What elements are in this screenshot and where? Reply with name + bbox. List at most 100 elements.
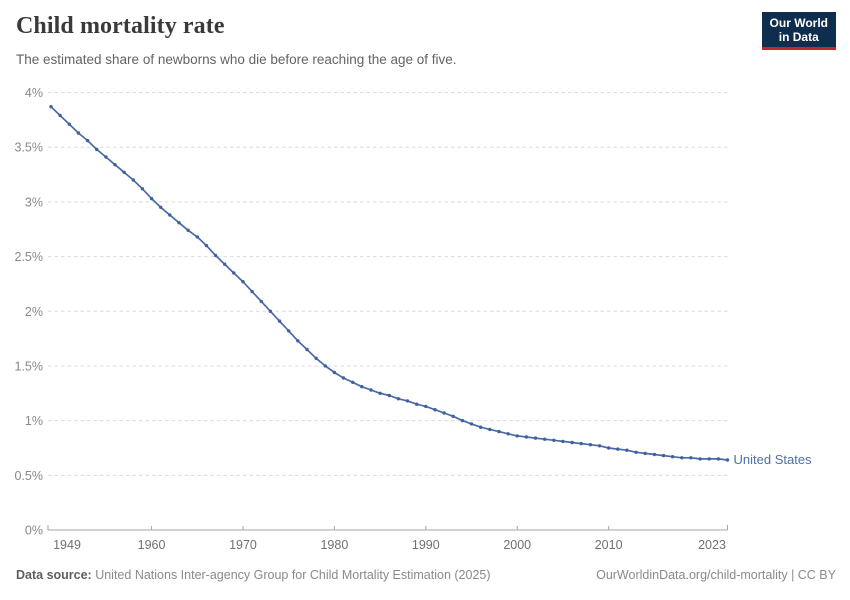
data-point[interactable] [168, 213, 172, 217]
y-axis-tick-label: 0.5% [15, 469, 44, 483]
data-point[interactable] [634, 450, 638, 454]
data-point[interactable] [597, 444, 602, 448]
data-point[interactable] [58, 113, 62, 118]
datasource-text: United Nations Inter-agency Group for Ch… [91, 568, 491, 582]
y-axis-tick-label: 3.5% [15, 141, 44, 155]
data-point[interactable] [616, 447, 620, 451]
footer-link[interactable]: OurWorldinData.org/child-mortality | CC … [596, 568, 836, 582]
data-point[interactable] [588, 443, 593, 447]
data-point[interactable] [67, 122, 72, 126]
data-point[interactable] [469, 422, 474, 426]
data-point[interactable] [296, 339, 300, 343]
data-point[interactable] [707, 457, 711, 461]
data-point[interactable] [232, 271, 236, 275]
data-point[interactable] [579, 441, 583, 446]
data-point[interactable] [369, 388, 373, 392]
data-point[interactable] [177, 221, 181, 225]
data-point[interactable] [268, 309, 273, 313]
series-label[interactable]: United States [733, 452, 812, 467]
y-axis-tick-label: 1.5% [15, 359, 44, 373]
x-axis-tick-label: 1949 [53, 538, 81, 552]
data-point[interactable] [277, 319, 282, 323]
data-point[interactable] [323, 364, 327, 368]
owid-logo[interactable]: Our World in Data [761, 12, 836, 50]
data-point[interactable] [259, 299, 263, 304]
data-point[interactable] [95, 147, 99, 152]
data-point[interactable] [643, 451, 647, 456]
data-point[interactable] [131, 178, 135, 182]
y-axis-tick-label: 2% [25, 305, 43, 319]
chart-title: Child mortality rate [16, 13, 225, 39]
data-point[interactable] [186, 228, 190, 232]
data-point[interactable] [387, 393, 391, 398]
series-line-united-states[interactable] [50, 105, 729, 461]
data-point[interactable] [607, 446, 611, 450]
data-point[interactable] [552, 438, 556, 442]
data-point[interactable] [122, 170, 126, 174]
data-point[interactable] [497, 429, 501, 434]
data-point[interactable] [424, 404, 428, 409]
owid-logo-line2: in Data [778, 30, 819, 44]
data-point[interactable] [524, 435, 529, 439]
y-axis-tick-label: 1% [25, 414, 43, 428]
data-point[interactable] [49, 105, 53, 109]
data-point[interactable] [725, 458, 730, 462]
data-point[interactable] [515, 434, 519, 438]
data-point[interactable] [460, 418, 465, 423]
data-point[interactable] [204, 243, 209, 248]
data-point[interactable] [570, 440, 574, 445]
data-point[interactable] [223, 262, 227, 266]
data-point[interactable] [396, 397, 401, 401]
data-point[interactable] [561, 439, 565, 444]
data-point[interactable] [341, 376, 346, 380]
data-point[interactable] [625, 448, 629, 452]
data-point[interactable] [698, 457, 702, 461]
data-point[interactable] [415, 402, 419, 406]
x-axis-tick-label: 2000 [503, 538, 531, 552]
data-point[interactable] [442, 411, 446, 415]
data-point[interactable] [360, 385, 364, 389]
data-point[interactable] [305, 347, 309, 352]
data-point[interactable] [488, 427, 492, 432]
data-point[interactable] [241, 280, 245, 284]
x-axis-tick-label: 1960 [138, 538, 166, 552]
data-point[interactable] [332, 370, 337, 375]
y-axis-tick-label: 0% [25, 524, 43, 538]
data-point[interactable] [159, 205, 163, 209]
data-point[interactable] [680, 456, 684, 460]
x-axis-tick-label: 1980 [320, 538, 348, 552]
data-point[interactable] [287, 329, 291, 333]
data-point[interactable] [213, 253, 218, 258]
data-point[interactable] [506, 432, 510, 436]
data-point[interactable] [689, 456, 693, 460]
data-point[interactable] [533, 436, 538, 440]
y-axis-tick-label: 3% [25, 195, 43, 209]
x-axis-tick-label: 1990 [412, 538, 440, 552]
data-point[interactable] [250, 289, 254, 294]
data-point[interactable] [85, 138, 90, 143]
data-point[interactable] [351, 380, 355, 384]
footer-datasource: Data source: United Nations Inter-agency… [16, 568, 491, 582]
data-point[interactable] [661, 453, 666, 458]
data-point[interactable] [378, 391, 382, 395]
data-point[interactable] [405, 399, 410, 403]
data-point[interactable] [195, 235, 199, 239]
data-point[interactable] [716, 457, 721, 461]
data-point[interactable] [652, 452, 657, 457]
data-point[interactable] [433, 408, 437, 412]
data-point[interactable] [140, 187, 145, 191]
y-axis-tick-label: 2.5% [15, 250, 44, 264]
data-point[interactable] [451, 414, 455, 418]
data-point[interactable] [149, 196, 154, 201]
chart-subtitle: The estimated share of newborns who die … [16, 52, 457, 67]
x-axis-tick-label: 2023 [698, 538, 726, 552]
data-point[interactable] [479, 425, 483, 429]
data-point[interactable] [113, 163, 117, 167]
data-point[interactable] [314, 356, 318, 360]
data-point[interactable] [104, 155, 108, 159]
data-point[interactable] [670, 455, 675, 459]
data-point[interactable] [76, 131, 81, 135]
data-point[interactable] [543, 437, 547, 441]
